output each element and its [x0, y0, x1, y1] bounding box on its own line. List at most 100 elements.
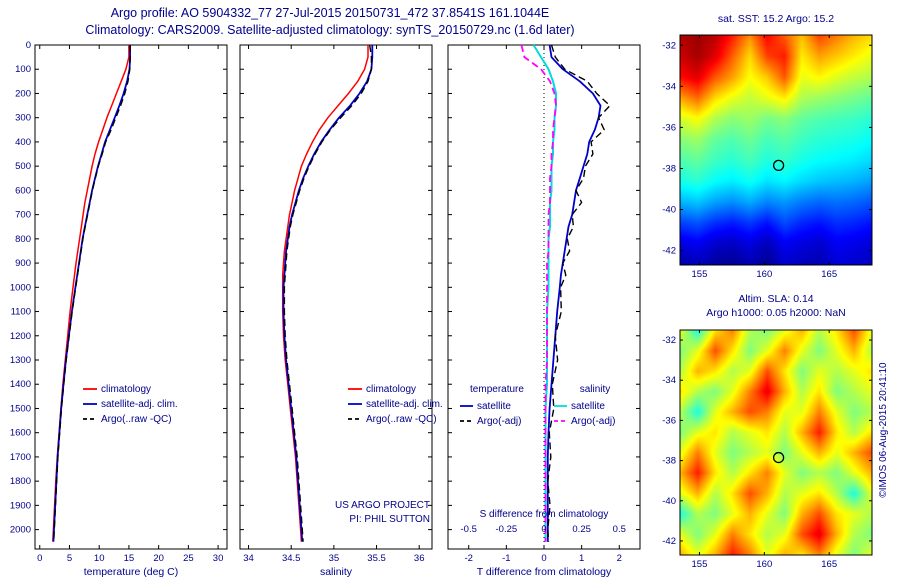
depth-tick-label: 1500 [10, 403, 31, 414]
legend-label: climatology [101, 384, 151, 395]
x-tick-label: 20 [153, 553, 164, 564]
series-climatology [281, 45, 369, 542]
salinity-profile-xlabel: salinity [320, 566, 353, 578]
depth-tick-label: 1700 [10, 452, 31, 463]
s-tick-label: -0.25 [496, 524, 518, 535]
legend-label: satellite-adj. clim. [366, 399, 443, 410]
s-tick-label: 0.5 [613, 524, 626, 535]
series-argo-raw-qc- [53, 45, 131, 542]
depth-tick-label: 1100 [11, 307, 31, 318]
s-tick-label: -0.5 [461, 524, 477, 535]
legend-label: Argo(..raw -QC) [101, 414, 172, 425]
legend-header: salinity [580, 384, 611, 395]
lat-tick-label: -34 [662, 81, 676, 92]
x-tick-label: 1 [579, 553, 584, 564]
salinity-profile-frame [239, 44, 433, 550]
x-tick-label: 35 [329, 553, 340, 564]
depth-tick-label: 500 [15, 161, 31, 172]
x-tick-label: 35.5 [367, 553, 386, 564]
lat-tick-label: -40 [662, 496, 676, 507]
temperature-profile-xlabel: temperature (deg C) [84, 566, 179, 578]
legend-label: Argo(-adj) [571, 416, 615, 427]
legend-label: Argo(-adj) [477, 416, 521, 427]
series-temperature-satellite [546, 44, 602, 542]
s-axis-label: S difference from climatology [480, 509, 609, 520]
figure-title-line1: Argo profile: AO 5904332_77 27-Jul-2015 … [110, 6, 550, 20]
lon-tick-label: 160 [756, 559, 772, 570]
x-tick-label: 10 [94, 553, 105, 564]
lat-tick-label: -34 [662, 375, 676, 386]
depth-tick-label: 1900 [10, 500, 31, 511]
series-temperature-argo-adj- [547, 44, 611, 542]
x-tick-label: 0 [37, 553, 42, 564]
depth-tick-label: 200 [15, 88, 31, 99]
lat-tick-label: -36 [662, 415, 676, 426]
depth-tick-label: 1200 [10, 331, 31, 342]
legend-label: satellite [477, 401, 511, 412]
s-tick-label: 0 [541, 524, 546, 535]
depth-tick-label: 1800 [10, 476, 31, 487]
legend-label: satellite-adj. clim. [101, 399, 178, 410]
x-tick-label: 36 [414, 553, 425, 564]
depth-tick-label: 400 [15, 137, 31, 148]
depth-tick-label: 900 [15, 258, 31, 269]
depth-tick-label: 600 [15, 185, 31, 196]
series-satellite-adj-clim- [52, 45, 132, 542]
depth-tick-label: 1000 [10, 282, 31, 293]
lat-tick-label: -32 [662, 335, 676, 346]
lat-tick-label: -40 [662, 205, 676, 216]
depth-tick-label: 300 [15, 113, 31, 124]
note: US ARGO PROJECT [335, 500, 430, 511]
lat-tick-label: -42 [662, 536, 676, 547]
lat-tick-label: -42 [662, 246, 676, 257]
lon-tick-label: 155 [692, 559, 708, 570]
sst-map-title: sat. SST: 15.2 Argo: 15.2 [718, 13, 834, 25]
x-tick-label: 0 [541, 553, 546, 564]
lat-tick-label: -38 [662, 456, 676, 467]
sst-map-frame [679, 34, 873, 266]
depth-tick-label: 1600 [10, 428, 31, 439]
depth-tick-label: 2000 [10, 525, 31, 536]
legend-label: satellite [571, 401, 605, 412]
s-tick-label: 0.25 [572, 524, 591, 535]
x-tick-label: 34 [243, 553, 254, 564]
legend-label: climatology [366, 384, 416, 395]
lon-tick-label: 155 [692, 269, 708, 280]
series-salinity-argo-adj- [520, 44, 557, 542]
lon-tick-label: 165 [821, 269, 837, 280]
copyright-text: ©IMOS 06-Aug-2015 20:41:10 [878, 362, 889, 498]
legend-header: temperature [470, 384, 524, 395]
depth-tick-label: 1300 [10, 355, 31, 366]
sla-map-subtitle: Argo h1000: 0.05 h2000: NaN [706, 307, 846, 319]
temperature-profile-frame [34, 44, 228, 550]
lon-tick-label: 160 [756, 269, 772, 280]
x-tick-label: 30 [213, 553, 224, 564]
x-tick-label: 25 [183, 553, 194, 564]
depth-tick-label: 700 [15, 210, 31, 221]
difference-profile-xlabel: T difference from climatology [477, 566, 612, 578]
x-tick-label: 34.5 [282, 553, 301, 564]
x-tick-label: 5 [67, 553, 72, 564]
depth-tick-label: 0 [26, 40, 31, 51]
sla-map-title: Altim. SLA: 0.14 [738, 293, 813, 305]
legend-label: Argo(..raw -QC) [366, 414, 437, 425]
figure-title-line2: Climatology: CARS2009. Satellite-adjuste… [85, 23, 575, 37]
sst-map-image [680, 35, 872, 265]
lon-tick-label: 165 [821, 559, 837, 570]
x-tick-label: 2 [617, 553, 622, 564]
lat-tick-label: -32 [662, 40, 676, 51]
note: PI: PHIL SUTTON [349, 514, 430, 525]
depth-tick-label: 800 [15, 234, 31, 245]
lat-tick-label: -36 [662, 122, 676, 133]
lat-tick-label: -38 [662, 163, 676, 174]
depth-tick-label: 1400 [10, 379, 31, 390]
x-tick-label: -2 [464, 553, 472, 564]
series-satellite-adj-clim- [282, 45, 374, 542]
sla-map-image [680, 330, 872, 555]
series-climatology [52, 45, 130, 542]
series-argo-raw-qc- [283, 44, 373, 542]
sla-map-frame [679, 329, 873, 556]
profile-location-marker [772, 451, 785, 464]
